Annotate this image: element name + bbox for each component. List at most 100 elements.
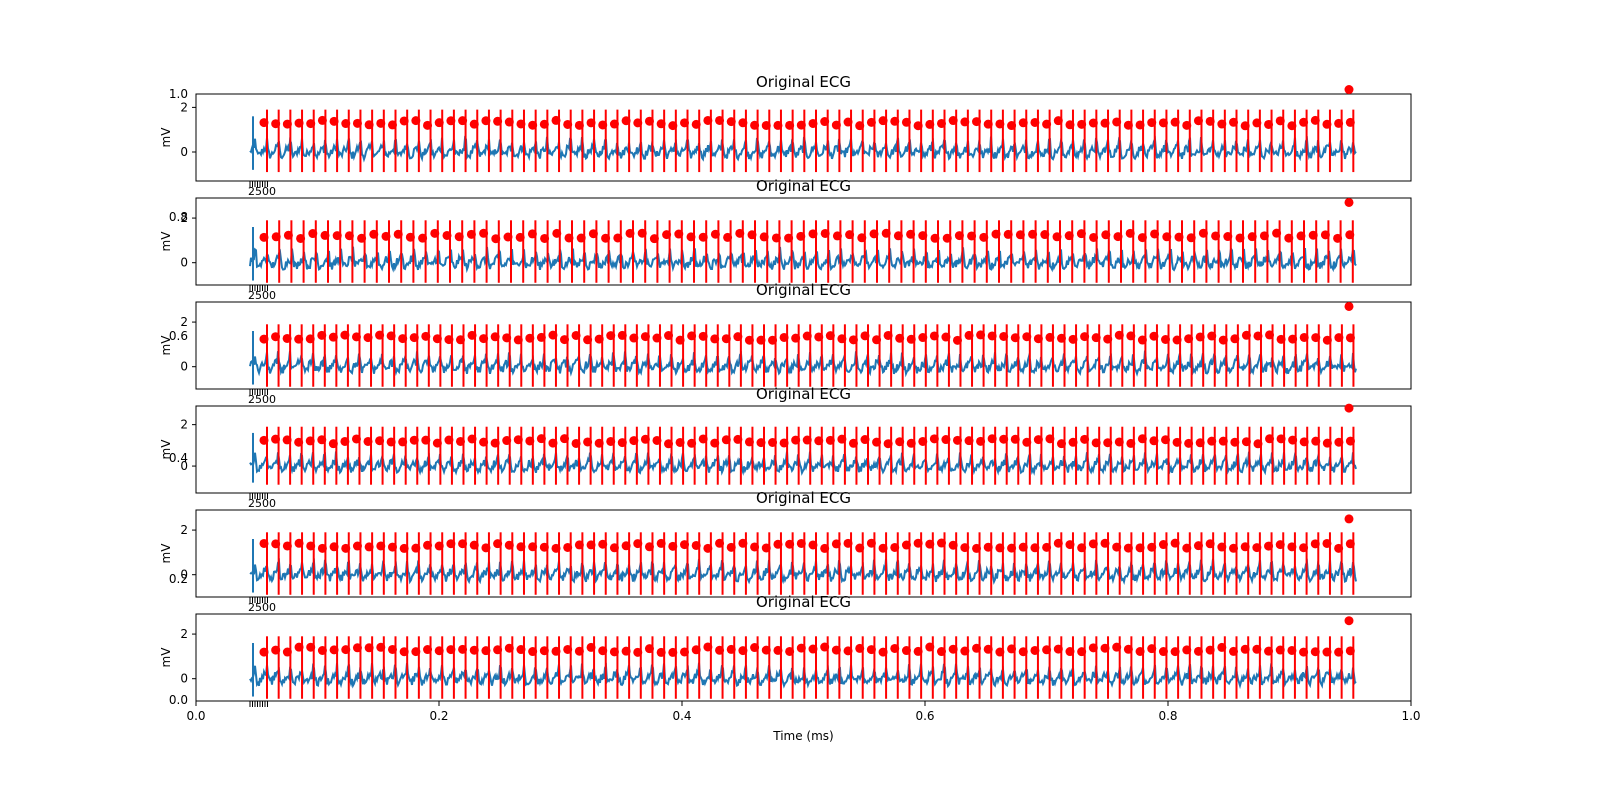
r-peak-marker bbox=[664, 331, 674, 341]
r-peak-marker bbox=[586, 642, 596, 652]
r-peak-marker bbox=[317, 645, 327, 655]
r-peak-marker bbox=[283, 230, 293, 240]
r-peak-marker bbox=[305, 436, 315, 446]
r-peak-marker bbox=[1264, 119, 1274, 129]
r-peak-marker bbox=[721, 334, 731, 344]
r-peak-marker bbox=[878, 543, 888, 553]
r-peak-marker bbox=[1229, 117, 1239, 127]
r-peak-marker bbox=[691, 119, 701, 129]
r-peak-marker bbox=[398, 437, 408, 447]
r-peak-marker bbox=[948, 644, 958, 654]
r-peak-marker bbox=[563, 644, 573, 654]
overlay-x-tick-label: 1.0 bbox=[1401, 709, 1420, 723]
r-peak-marker bbox=[640, 434, 650, 444]
r-peak-marker bbox=[972, 543, 982, 553]
r-peak-marker bbox=[1007, 121, 1017, 131]
r-peak-marker bbox=[386, 331, 396, 341]
r-peak-marker bbox=[446, 116, 456, 126]
r-peak-marker bbox=[1045, 332, 1055, 342]
r-peak-marker bbox=[675, 437, 685, 447]
r-peak-marker bbox=[983, 644, 993, 654]
r-peak-marker bbox=[972, 643, 982, 653]
r-peak-marker bbox=[936, 538, 946, 548]
r-peak-marker bbox=[583, 335, 593, 345]
r-peak-marker bbox=[1345, 230, 1355, 240]
r-peak-marker bbox=[878, 647, 888, 657]
plot-area bbox=[249, 636, 1357, 699]
r-peak-marker bbox=[761, 645, 771, 655]
r-peak-marker bbox=[976, 330, 986, 340]
r-peak-marker bbox=[1275, 645, 1285, 655]
r-peak-marker bbox=[1276, 434, 1286, 444]
r-peak-marker bbox=[802, 331, 812, 341]
r-peak-marker bbox=[271, 645, 281, 655]
r-peak-marker bbox=[866, 538, 876, 548]
r-peak-marker bbox=[1089, 232, 1099, 242]
r-peak-marker bbox=[1322, 538, 1332, 548]
x-tick-label-overlap: 2500 bbox=[248, 601, 276, 614]
r-peak-marker bbox=[664, 439, 674, 449]
r-peak-marker bbox=[308, 229, 318, 239]
r-peak-marker bbox=[1235, 233, 1245, 243]
subplot-title: Original ECG bbox=[756, 385, 851, 403]
r-peak-marker bbox=[691, 645, 701, 655]
r-peak-marker bbox=[469, 540, 479, 550]
r-peak-marker bbox=[913, 538, 923, 548]
r-peak-marker bbox=[1322, 335, 1332, 345]
r-peak-marker bbox=[1265, 434, 1275, 444]
r-peak-marker bbox=[563, 542, 573, 552]
r-peak-marker bbox=[341, 543, 351, 553]
r-peak-marker bbox=[296, 233, 306, 243]
r-peak-marker bbox=[259, 647, 269, 657]
r-peak-marker bbox=[1229, 646, 1239, 656]
r-peak-marker bbox=[929, 331, 939, 341]
r-peak-marker bbox=[1322, 438, 1332, 448]
r-peak-marker bbox=[1253, 331, 1263, 341]
r-peak-marker bbox=[1030, 117, 1040, 127]
r-peak-marker bbox=[467, 434, 477, 444]
r-peak-marker bbox=[1193, 541, 1203, 551]
r-peak-marker bbox=[698, 232, 708, 242]
r-peak-marker bbox=[434, 541, 444, 551]
r-peak-marker bbox=[941, 332, 951, 342]
subplot-title: Original ECG bbox=[756, 177, 851, 195]
r-peak-marker bbox=[442, 230, 452, 240]
r-peak-marker bbox=[1174, 232, 1184, 242]
r-peak-marker bbox=[490, 438, 500, 448]
r-peak-marker bbox=[458, 539, 468, 549]
r-peak-marker bbox=[621, 646, 631, 656]
r-peak-marker bbox=[913, 646, 923, 656]
r-peak-marker bbox=[490, 332, 500, 342]
r-peak-marker bbox=[814, 332, 824, 342]
r-peak-marker bbox=[432, 438, 442, 448]
r-peak-marker bbox=[493, 645, 503, 655]
r-peak-marker bbox=[1345, 117, 1355, 127]
r-peak-marker bbox=[399, 116, 409, 126]
r-peak-marker bbox=[1186, 233, 1196, 243]
r-peak-marker bbox=[271, 434, 281, 444]
r-peak-marker bbox=[282, 541, 292, 551]
r-peak-marker bbox=[687, 438, 697, 448]
r-peak-marker bbox=[1230, 437, 1240, 447]
r-peak-marker bbox=[652, 435, 662, 445]
r-peak-marker bbox=[1077, 543, 1087, 553]
r-peak-marker bbox=[516, 119, 526, 129]
r-peak-marker bbox=[282, 647, 292, 657]
r-peak-marker bbox=[1334, 647, 1344, 657]
r-peak-marker bbox=[1275, 116, 1285, 126]
r-peak-marker bbox=[469, 645, 479, 655]
r-peak-marker bbox=[698, 434, 708, 444]
r-peak-marker bbox=[1195, 438, 1205, 448]
r-peak-marker bbox=[328, 332, 338, 342]
r-peak-marker bbox=[987, 434, 997, 444]
r-peak-marker bbox=[773, 539, 783, 549]
r-peak-marker bbox=[779, 332, 789, 342]
r-peak-marker bbox=[551, 115, 561, 125]
r-peak-marker bbox=[703, 115, 713, 125]
r-peak-marker bbox=[1287, 542, 1297, 552]
r-peak-marker bbox=[759, 232, 769, 242]
r-peak-marker bbox=[386, 437, 396, 447]
r-peak-marker bbox=[1205, 539, 1215, 549]
r-peak-marker bbox=[1053, 644, 1063, 654]
